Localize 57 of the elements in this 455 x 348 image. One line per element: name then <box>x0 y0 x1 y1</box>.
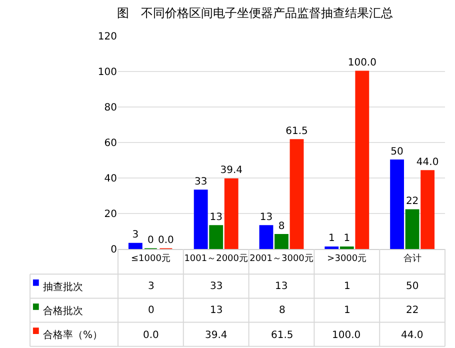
text: 13 <box>260 212 273 223</box>
y-tick-label: 100 <box>98 67 117 78</box>
data-label: 0 <box>148 305 154 316</box>
data-label: 0.0 <box>143 330 159 341</box>
data-label: 3 <box>148 281 154 292</box>
legend-label: 抽查批次 <box>43 281 83 293</box>
data-label: 1 <box>344 305 350 316</box>
x-tick-label: 2001～3000元 <box>250 252 314 264</box>
text: 0 <box>148 235 154 246</box>
text: 1 <box>328 233 335 244</box>
bar <box>420 170 435 249</box>
text: 50 <box>390 146 404 158</box>
bar <box>259 225 274 249</box>
text: 39.4 <box>220 165 242 176</box>
legend-label: 合格率（%） <box>43 329 103 341</box>
data-label: 39.4 <box>205 330 228 341</box>
bar <box>194 190 208 249</box>
text: 1 <box>344 233 350 244</box>
data-label: 8 <box>279 305 286 316</box>
chart-title: 图 不同价格区间电子坐便器产品监督抽查结果汇总 <box>116 6 393 20</box>
bar <box>209 225 224 249</box>
data-label: 44.0 <box>401 330 424 341</box>
text: 8 <box>278 220 285 232</box>
y-tick-label: 60 <box>104 138 117 149</box>
bar <box>224 178 238 249</box>
bar <box>128 242 142 249</box>
data-label: 22 <box>406 305 419 316</box>
data-label: 61.5 <box>271 330 294 341</box>
x-tick-label: 1001～2000元 <box>184 252 248 264</box>
text: 13 <box>210 212 222 223</box>
bar <box>274 234 288 249</box>
x-tick-label: >3000元 <box>327 252 367 264</box>
legend-label: 合格批次 <box>43 305 83 317</box>
text: 3 <box>132 230 139 241</box>
data-label: 50 <box>406 281 419 292</box>
bar <box>405 209 420 249</box>
data-label: 13 <box>210 305 223 316</box>
text: 44.0 <box>416 156 439 168</box>
y-tick-label: 80 <box>104 102 117 114</box>
bar <box>290 139 304 249</box>
data-label: 100.0 <box>332 330 361 341</box>
y-tick-label: 120 <box>98 32 117 42</box>
x-tick-label: ≤1000元 <box>130 252 170 264</box>
data-label: 33 <box>210 281 223 292</box>
text: 22 <box>406 196 419 207</box>
text: 0.0 <box>158 235 174 246</box>
text: 33 <box>194 176 208 188</box>
bar <box>355 70 370 249</box>
text: 61.5 <box>286 126 308 137</box>
data-label: 13 <box>275 281 288 292</box>
bar <box>390 160 404 249</box>
y-tick-label: 40 <box>104 174 117 184</box>
x-tick-label: 合计 <box>403 252 422 264</box>
y-tick-label: 20 <box>104 209 117 220</box>
data-label: 1 <box>344 281 350 292</box>
text: 100.0 <box>348 58 376 68</box>
y-tick-label: 0 <box>110 244 117 256</box>
